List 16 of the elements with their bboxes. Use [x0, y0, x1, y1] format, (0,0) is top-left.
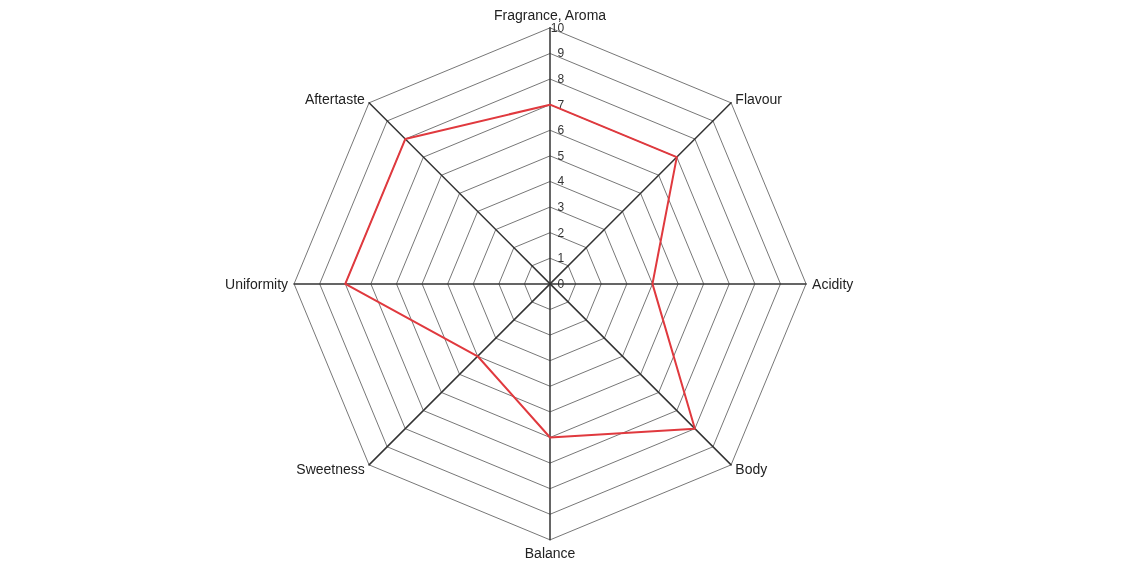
- y-tick-label: 9: [557, 46, 565, 61]
- y-tick-label: 2: [557, 225, 565, 240]
- spoke-label: Acidity: [812, 275, 854, 292]
- spoke-label: Sweetness: [296, 461, 365, 478]
- y-tick-label: 3: [557, 200, 565, 215]
- spoke-label: Flavour: [735, 90, 783, 107]
- y-tick-label: 1: [557, 251, 565, 266]
- spoke-label: Fragrance, Aroma: [494, 6, 607, 23]
- y-tick-label: 4: [557, 174, 565, 189]
- spoke-label: Balance: [524, 544, 576, 561]
- y-tick-label: 5: [557, 148, 565, 163]
- spoke-label: Uniformity: [225, 275, 289, 292]
- y-tick-label: 6: [557, 123, 565, 138]
- spoke-label: Body: [735, 461, 768, 478]
- spoke-label: Aftertaste: [304, 90, 366, 107]
- y-tick-label: 8: [557, 72, 565, 87]
